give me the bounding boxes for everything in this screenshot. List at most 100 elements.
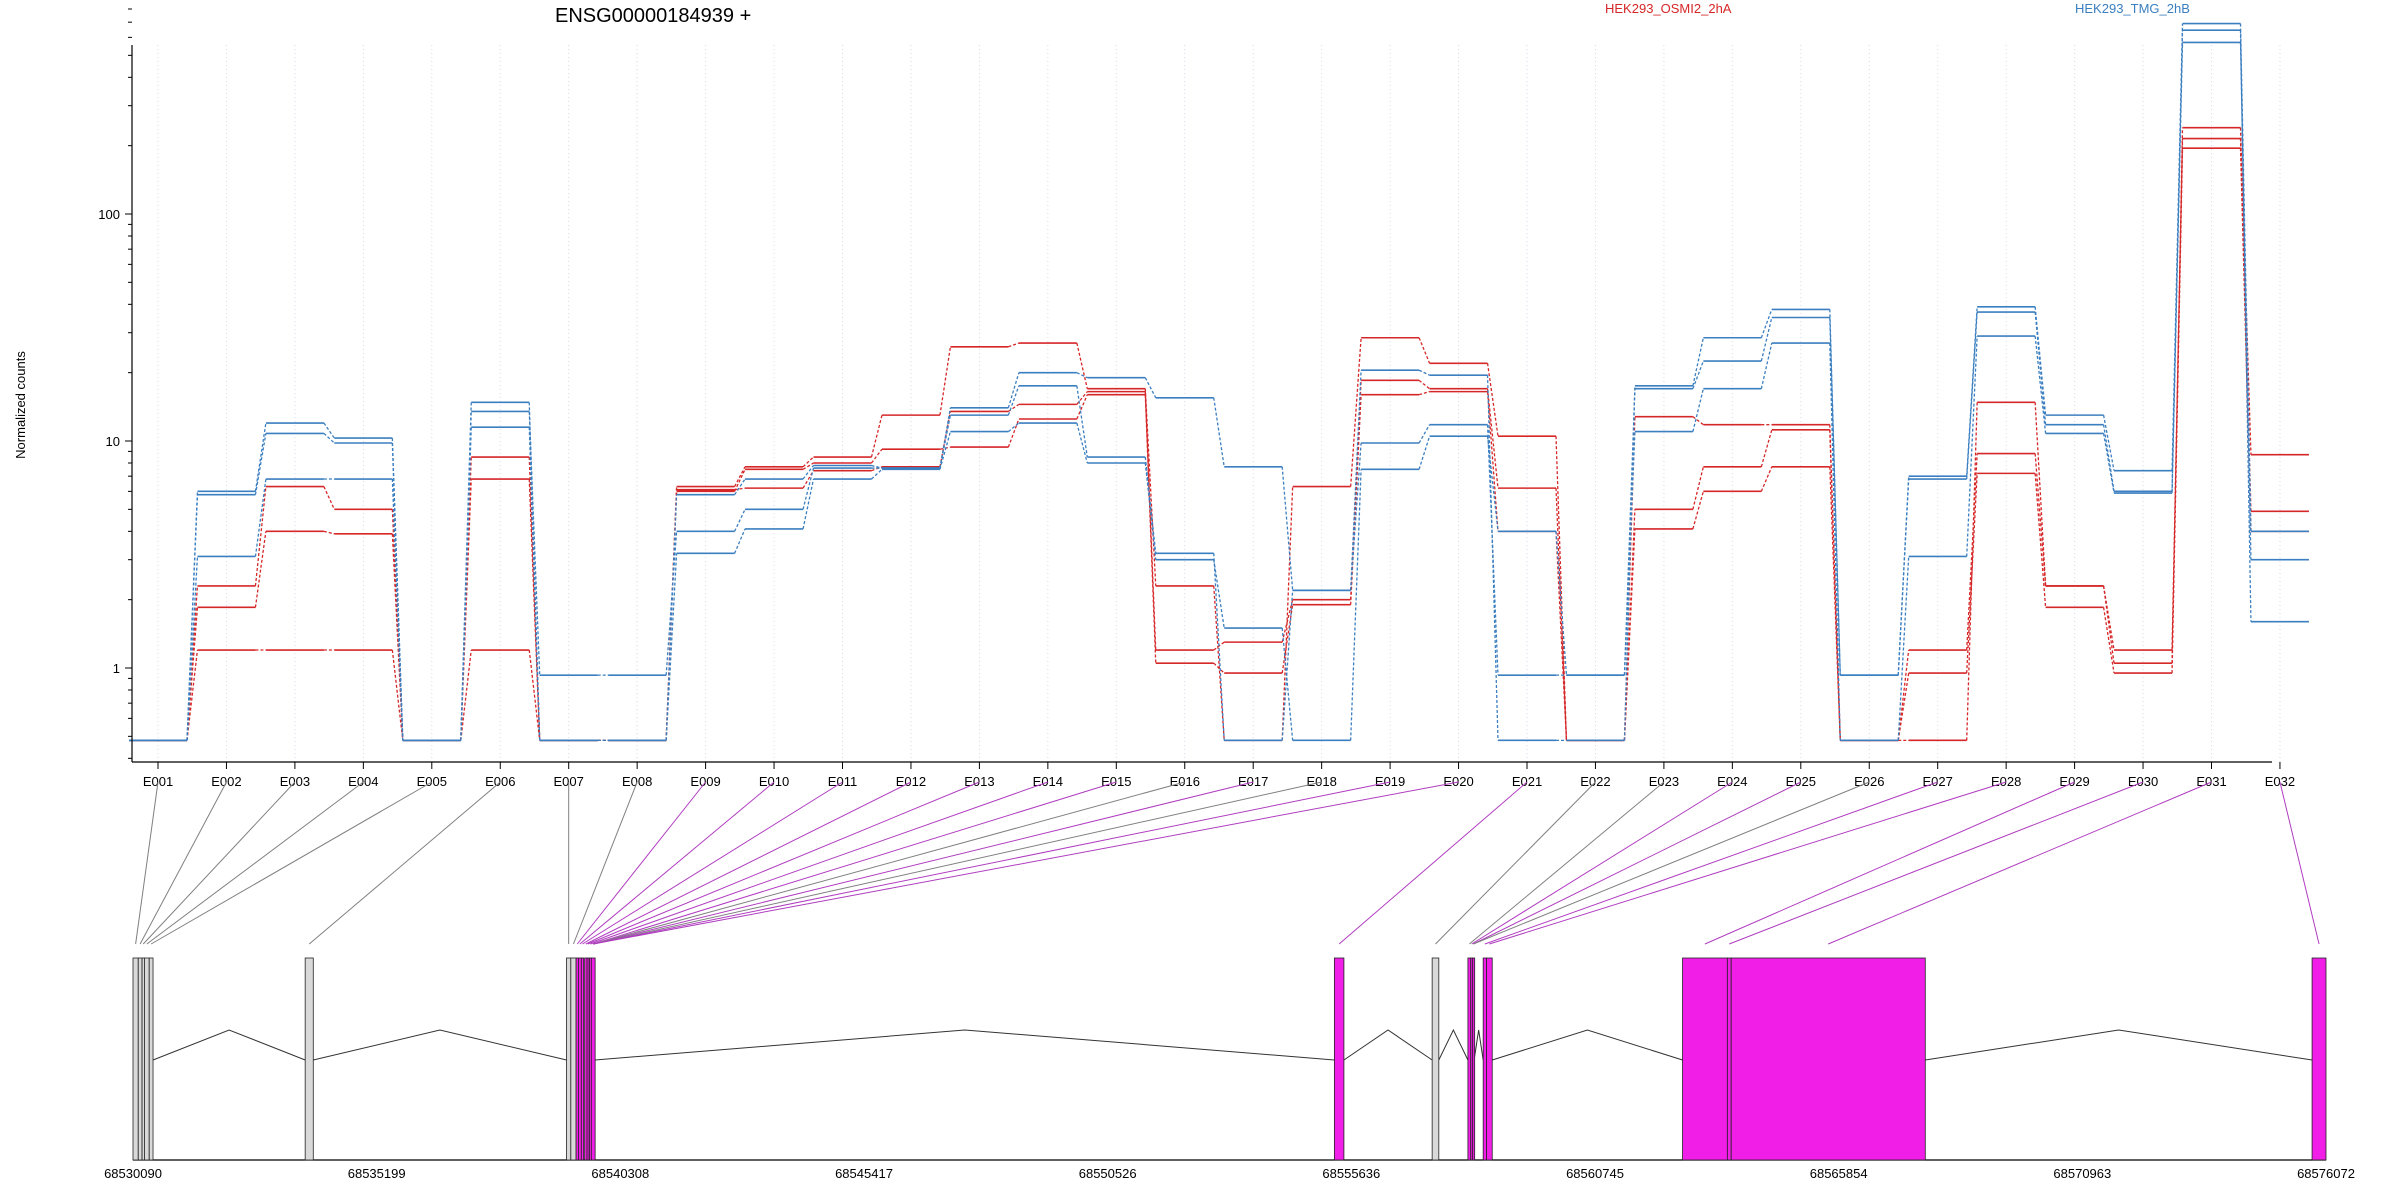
coding-exon: [1486, 957, 1493, 1161]
series-connector: [1418, 369, 1430, 376]
x-tick-label: E005: [417, 774, 447, 789]
bin-link: [1473, 781, 1870, 945]
bin-link: [593, 781, 1117, 945]
legend-label-osmi2: HEK293_OSMI2_2hA: [1605, 1, 1732, 16]
series-connector: [1692, 360, 1704, 389]
bin-link: [2279, 781, 2320, 945]
intron: [595, 1029, 1335, 1061]
series-connector: [1692, 466, 1704, 510]
series-connector: [1760, 317, 1773, 362]
series-connector: [323, 422, 335, 439]
x-tick-label: E011: [828, 774, 857, 789]
series-connector: [939, 346, 952, 416]
bin-link: [1828, 781, 2212, 945]
noncoding-exon: [144, 957, 150, 1161]
intron: [1343, 1029, 1433, 1061]
bin-link: [308, 781, 501, 945]
series-connector: [1007, 418, 1020, 448]
series-connector: [1623, 385, 1636, 741]
noncoding-exon: [148, 957, 154, 1161]
series-connector: [870, 448, 883, 464]
series-connector: [528, 649, 541, 741]
x-tick-label: E014: [1033, 774, 1063, 789]
coordinate-label: 68560745: [1566, 1166, 1624, 1181]
series-connector: [1829, 309, 1841, 676]
y-tick-label: 1: [113, 661, 120, 676]
series-connector: [802, 462, 814, 470]
axes: 1 10 100 E001 E002 E003 E004 E005 E006 E007 E008 E0…: [98, 8, 2295, 789]
series-connector: [1486, 388, 1499, 489]
coding-exon: [1482, 957, 1487, 1161]
coding-exon: [1682, 957, 1728, 1161]
x-tick-label: E028: [1991, 774, 2021, 789]
x-tick-label: E017: [1238, 774, 1268, 789]
series-connector: [1076, 391, 1088, 405]
series-connector: [1281, 486, 1294, 741]
series-connector: [323, 432, 335, 444]
series-connector: [1966, 402, 1978, 741]
coding-exon: [586, 957, 590, 1161]
series-connector: [734, 466, 746, 487]
series-connector: [1486, 375, 1499, 741]
series-connector: [254, 422, 267, 492]
series-connector: [1486, 363, 1499, 437]
series-connector: [1418, 379, 1430, 390]
series-line: [129, 29, 2309, 742]
series-connector: [323, 530, 335, 535]
series-connector: [1281, 627, 1294, 741]
series-connector: [1692, 337, 1704, 386]
bin-link: [1473, 781, 1802, 945]
series-connector: [1897, 649, 1910, 741]
series-connector: [2034, 402, 2047, 586]
noncoding-exon: [570, 957, 577, 1161]
series-connector: [2034, 311, 2047, 425]
bin-link: [590, 781, 1049, 945]
bin-link: [146, 781, 364, 945]
bin-to-exon-links: [135, 781, 2320, 945]
bin-link: [593, 781, 1185, 945]
bin-link: [579, 781, 775, 945]
series-connector: [186, 491, 199, 741]
x-tick-label: E016: [1170, 774, 1200, 789]
series-connector: [1007, 385, 1020, 416]
x-tick-label: E010: [759, 774, 789, 789]
y-axis-label: Normalized counts: [13, 351, 28, 459]
intron: [1473, 1029, 1484, 1061]
bin-link: [1469, 781, 1665, 945]
series-connector: [1760, 466, 1773, 492]
coding-exon: [1333, 957, 1345, 1161]
series-connector: [2239, 127, 2252, 455]
series-connector: [2034, 335, 2047, 434]
series-connector: [2102, 415, 2115, 471]
bin-link: [1484, 781, 1938, 945]
series-connector: [2102, 585, 2115, 664]
x-tick-label: E007: [554, 774, 584, 789]
series-connector: [1008, 342, 1020, 348]
series-connector: [2034, 306, 2047, 416]
x-tick-label: E027: [1923, 774, 1953, 789]
coordinate-label: 68535199: [348, 1166, 406, 1181]
series-connector: [2102, 433, 2115, 494]
bin-link: [1489, 781, 2007, 945]
series-connector: [1213, 553, 1225, 741]
bin-link: [1471, 781, 1733, 945]
series-connector: [665, 553, 678, 741]
series-connector: [802, 456, 814, 468]
series-connector: [1692, 388, 1704, 432]
coding-exon: [1726, 957, 1732, 1161]
series-connector: [391, 438, 404, 741]
noncoding-exon: [1431, 957, 1440, 1161]
coding-exon: [2311, 957, 2327, 1161]
coordinate-label: 68576072: [2297, 1166, 2355, 1181]
bin-link: [593, 781, 1391, 945]
coding-exon: [1467, 957, 1472, 1161]
series-connector: [1076, 394, 1088, 420]
series-connector: [1829, 424, 1841, 741]
series-connector: [939, 411, 952, 467]
bin-link: [593, 781, 1459, 945]
series-connector: [1144, 391, 1157, 651]
series-connector: [1281, 466, 1294, 591]
series-line: [129, 22, 2309, 742]
series-connector: [2102, 607, 2115, 674]
series-connector: [2239, 30, 2252, 622]
